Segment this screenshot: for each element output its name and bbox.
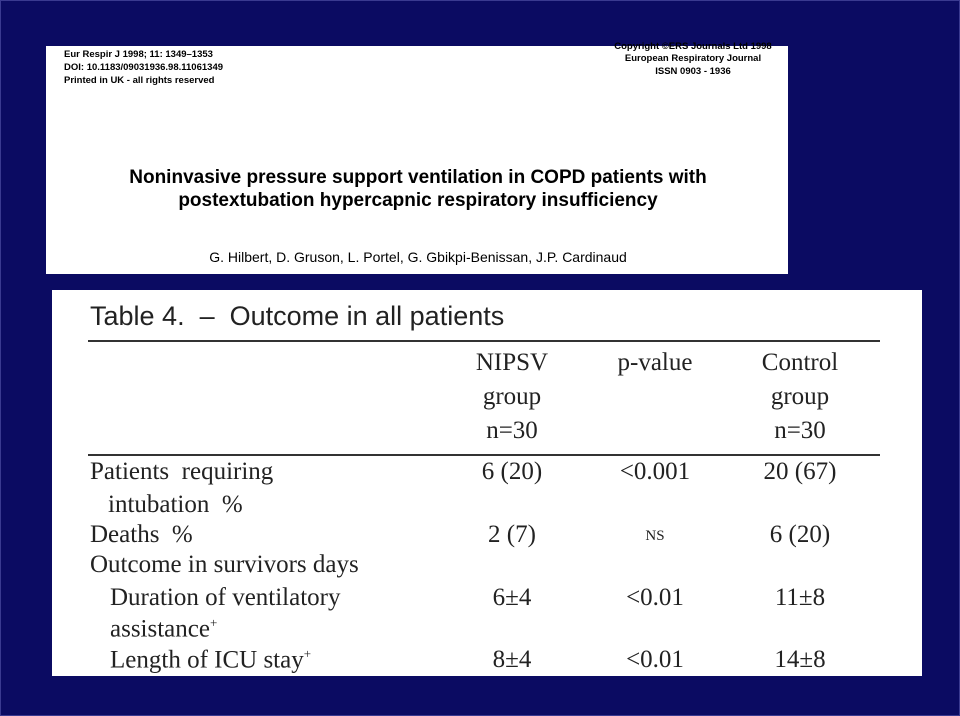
row-label: intubation %: [108, 491, 243, 518]
cell: 6 (20): [481, 458, 543, 485]
table-rule: [88, 454, 880, 456]
journal-line: DOI: 10.1183/09031936.98.11061349: [64, 62, 224, 73]
row-label-text: assistance: [110, 615, 210, 643]
footnote-mark: +: [303, 646, 312, 661]
section-label: Outcome in survivors days: [90, 551, 359, 578]
table-title: Table 4. – Outcome in all patients: [90, 301, 505, 331]
row-label: Duration of ventilatory: [110, 584, 341, 611]
cell: 6±4: [492, 584, 532, 611]
column-header: p-value: [617, 349, 693, 376]
authors: G. Hilbert, D. Gruson, L. Portel, G. Gbi…: [209, 249, 627, 265]
journal-line: Printed in UK - all rights reserved: [64, 75, 215, 86]
column-header: n=30: [486, 417, 538, 444]
cell: <0.01: [626, 646, 684, 673]
cell: 8±4: [492, 646, 532, 673]
paper-title: Noninvasive pressure support ventilation…: [129, 167, 707, 188]
cell: 14±8: [774, 646, 826, 673]
paper-title: postextubation hypercapnic respiratory i…: [178, 190, 658, 211]
cell: <0.01: [626, 584, 684, 611]
cell: 11±8: [774, 584, 826, 611]
copyright-line: European Respiratory Journal: [624, 53, 762, 64]
cell: 6 (20): [769, 521, 831, 548]
row-label: Deaths %: [90, 521, 193, 548]
column-header: group: [770, 383, 830, 410]
cell: <0.001: [619, 458, 691, 485]
journal-line: Eur Respir J 1998; 11: 1349–1353: [64, 49, 213, 60]
row-label: Patients requiring: [90, 458, 274, 485]
column-header: group: [482, 383, 542, 410]
copyright-line: Copyright ©ERS Journals Ltd 1998: [614, 41, 772, 52]
footnote-mark: +: [209, 615, 218, 630]
row-label: assistance+: [110, 616, 217, 641]
cell: 20 (67): [763, 458, 837, 485]
column-header: NIPSV: [475, 349, 549, 376]
table-rule: [88, 340, 880, 342]
cell: NS: [645, 528, 665, 544]
cell: 2 (7): [488, 521, 536, 548]
row-label-text: Length of ICU stay: [110, 646, 304, 674]
column-header: Control: [761, 349, 839, 376]
row-label: Length of ICU stay+: [110, 647, 311, 672]
column-header: n=30: [774, 417, 826, 444]
table-panel: [52, 290, 922, 676]
paper-header: Eur Respir J 1998; 11: 1349–1353 DOI: 10…: [46, 42, 788, 274]
copyright-line: ISSN 0903 - 1936: [655, 66, 731, 77]
